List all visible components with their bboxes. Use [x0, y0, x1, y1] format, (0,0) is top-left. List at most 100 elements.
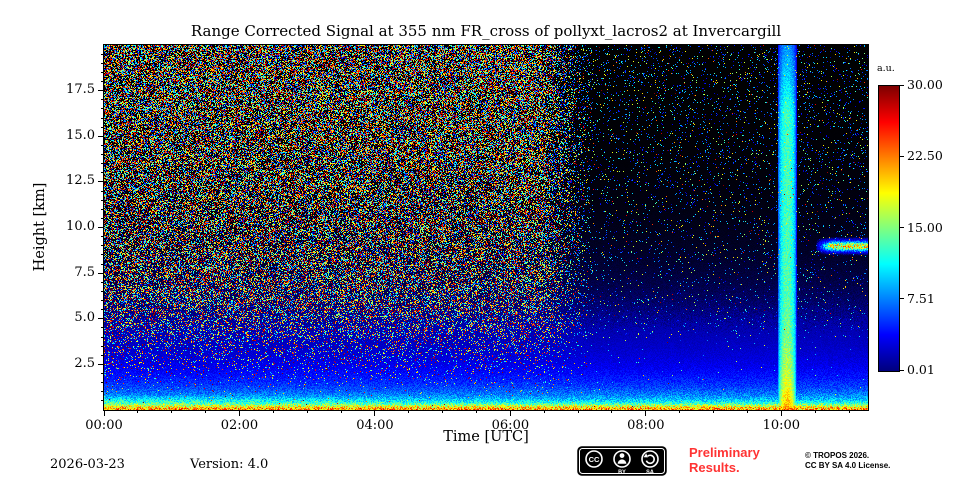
x-tick-label: 10:00 — [755, 418, 807, 433]
x-minor-tick — [544, 410, 545, 413]
y-minor-tick — [101, 264, 104, 265]
heatmap-canvas — [104, 45, 868, 410]
y-minor-tick — [101, 373, 104, 374]
y-major-tick — [98, 227, 104, 228]
y-axis-label: Height [km] — [32, 183, 48, 272]
y-minor-tick — [101, 291, 104, 292]
preliminary-line1: Preliminary — [689, 445, 760, 460]
x-tick-label: 08:00 — [620, 418, 672, 433]
y-minor-tick — [101, 209, 104, 210]
cc-by-sa-badge: CC BY SA — [577, 446, 667, 476]
preliminary-results-note: Preliminary Results. — [689, 445, 760, 475]
x-minor-tick — [611, 410, 612, 413]
y-minor-tick — [101, 63, 104, 64]
copyright-line1: © TROPOS 2026. — [805, 451, 890, 461]
y-major-tick — [98, 273, 104, 274]
x-minor-tick — [341, 410, 342, 413]
y-tick-label: 15.0 — [55, 128, 95, 143]
chart-title: Range Corrected Signal at 355 nm FR_cros… — [104, 22, 868, 40]
colorbar-unit-label: a.u. — [877, 63, 895, 74]
colorbar-tick — [900, 370, 904, 371]
y-minor-tick — [101, 282, 104, 283]
x-minor-tick — [307, 410, 308, 413]
x-tick-label: 02:00 — [213, 418, 265, 433]
x-minor-tick — [442, 410, 443, 413]
colorbar-tick-label: 22.50 — [907, 148, 955, 163]
y-major-tick — [98, 181, 104, 182]
colorbar-tick — [900, 227, 904, 228]
y-minor-tick — [101, 337, 104, 338]
y-minor-tick — [101, 245, 104, 246]
y-minor-tick — [101, 346, 104, 347]
y-minor-tick — [101, 172, 104, 173]
colorbar-tick-label: 15.00 — [907, 220, 955, 235]
x-minor-tick — [713, 410, 714, 413]
y-minor-tick — [101, 108, 104, 109]
colorbar-tick — [900, 85, 904, 86]
y-minor-tick — [101, 191, 104, 192]
preliminary-line2: Results. — [689, 460, 760, 475]
x-major-tick — [374, 410, 375, 416]
y-tick-label: 17.5 — [55, 82, 95, 97]
y-minor-tick — [101, 327, 104, 328]
y-minor-tick — [101, 145, 104, 146]
x-tick-label: 04:00 — [349, 418, 401, 433]
x-minor-tick — [578, 410, 579, 413]
y-minor-tick — [101, 254, 104, 255]
y-major-tick — [98, 318, 104, 319]
x-minor-tick — [476, 410, 477, 413]
colorbar-tick-label: 0.01 — [907, 362, 955, 377]
colorbar-tick — [900, 298, 904, 299]
y-minor-tick — [101, 81, 104, 82]
colorbar-tick-label: 30.00 — [907, 77, 955, 92]
quicklook-figure: Range Corrected Signal at 355 nm FR_cros… — [0, 0, 960, 480]
y-major-tick — [98, 136, 104, 137]
x-minor-tick — [815, 410, 816, 413]
x-minor-tick — [137, 410, 138, 413]
x-minor-tick — [747, 410, 748, 413]
y-tick-label: 10.0 — [55, 219, 95, 234]
y-minor-tick — [101, 99, 104, 100]
y-minor-tick — [101, 300, 104, 301]
x-minor-tick — [679, 410, 680, 413]
y-tick-label: 7.5 — [55, 265, 95, 280]
y-minor-tick — [101, 118, 104, 119]
x-major-tick — [645, 410, 646, 416]
y-minor-tick — [101, 218, 104, 219]
y-tick-label: 12.5 — [55, 173, 95, 188]
y-major-tick — [98, 364, 104, 365]
y-tick-label: 2.5 — [55, 356, 95, 371]
x-minor-tick — [273, 410, 274, 413]
y-minor-tick — [101, 309, 104, 310]
x-tick-label: 06:00 — [484, 418, 536, 433]
x-major-tick — [510, 410, 511, 416]
colorbar — [878, 85, 900, 372]
x-major-tick — [239, 410, 240, 416]
y-minor-tick — [101, 391, 104, 392]
x-minor-tick — [408, 410, 409, 413]
y-major-tick — [98, 90, 104, 91]
copyright-note: © TROPOS 2026. CC BY SA 4.0 License. — [805, 451, 890, 471]
y-minor-tick — [101, 200, 104, 201]
badge-sa-label: SA — [646, 469, 654, 475]
copyright-line2: CC BY SA 4.0 License. — [805, 461, 890, 471]
x-tick-label: 00:00 — [78, 418, 130, 433]
y-minor-tick — [101, 236, 104, 237]
y-minor-tick — [101, 400, 104, 401]
y-tick-label: 5.0 — [55, 310, 95, 325]
version-label: Version: 4.0 — [190, 457, 268, 472]
y-minor-tick — [101, 382, 104, 383]
x-minor-tick — [849, 410, 850, 413]
y-minor-tick — [101, 54, 104, 55]
x-minor-tick — [171, 410, 172, 413]
x-major-tick — [104, 410, 105, 416]
y-minor-tick — [101, 72, 104, 73]
svg-text:CC: CC — [589, 455, 600, 464]
x-major-tick — [781, 410, 782, 416]
colorbar-tick — [900, 156, 904, 157]
y-minor-tick — [101, 355, 104, 356]
measurement-date: 2026-03-23 — [50, 457, 125, 472]
colorbar-tick-label: 7.51 — [907, 291, 955, 306]
x-minor-tick — [205, 410, 206, 413]
y-minor-tick — [101, 154, 104, 155]
